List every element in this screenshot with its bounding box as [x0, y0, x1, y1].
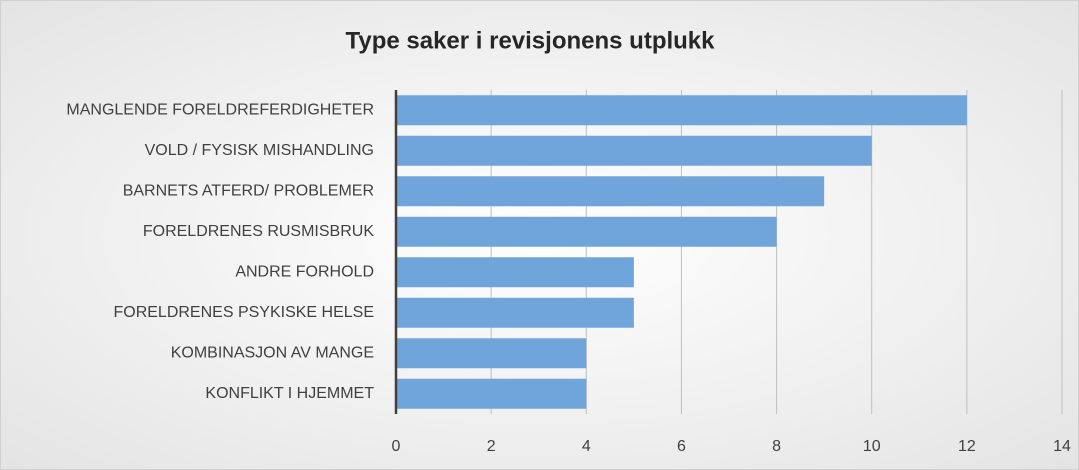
x-tick-label: 2	[487, 438, 496, 455]
x-tick-label: 12	[958, 438, 976, 455]
y-tick-label: ANDRE FORHOLD	[235, 263, 374, 280]
bar	[396, 257, 634, 288]
y-tick-label: MANGLENDE FORELDREFERDIGHETER	[66, 101, 374, 118]
bar	[396, 95, 967, 126]
chart-title: Type saker i revisjonens utplukk	[345, 27, 715, 54]
y-tick-label: FORELDRENES PSYKISKE HELSE	[113, 304, 374, 321]
x-tick-label: 6	[677, 438, 686, 455]
bar	[396, 176, 825, 207]
y-tick-label: FORELDRENES RUSMISBRUK	[143, 223, 374, 240]
bar	[396, 216, 777, 247]
bar	[396, 378, 587, 409]
bar	[396, 297, 634, 328]
x-tick-label: 8	[772, 438, 781, 455]
y-tick-label: KONFLIKT I HJEMMET	[205, 385, 374, 402]
bar	[396, 135, 872, 166]
x-tick-label: 10	[863, 438, 881, 455]
x-tick-label: 4	[582, 438, 591, 455]
bar	[396, 338, 587, 369]
y-tick-label: KOMBINASJON AV MANGE	[171, 344, 374, 361]
y-tick-label: VOLD / FYSISK MISHANDLING	[145, 142, 374, 159]
y-tick-label: BARNETS ATFERD/ PROBLEMER	[123, 182, 374, 199]
x-tick-label: 0	[392, 438, 401, 455]
x-tick-label: 14	[1053, 438, 1071, 455]
